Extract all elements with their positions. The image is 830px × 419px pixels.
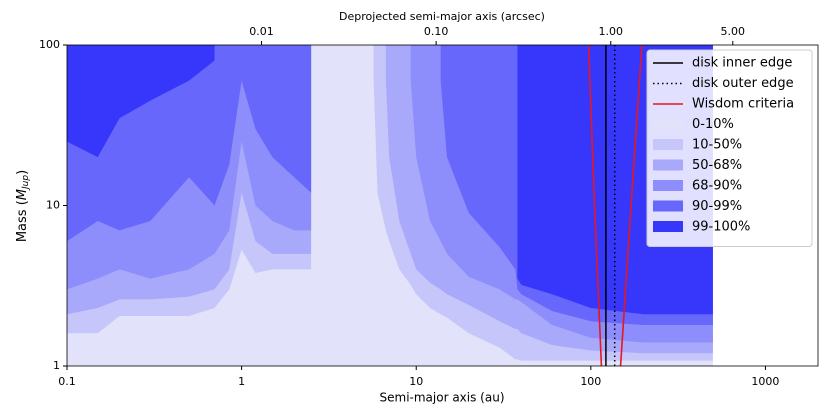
legend-swatch: [653, 118, 683, 130]
y-label-part: Mass (: [15, 200, 30, 242]
legend-label: Wisdom criteria: [692, 97, 794, 112]
legend-label: 10-50%: [692, 138, 742, 153]
x-axis-label: Semi-major axis (au): [380, 391, 505, 405]
x2-tick-label: 1.00: [598, 25, 623, 38]
x2-tick-label: 5.00: [721, 25, 746, 38]
contour-region: [67, 45, 215, 158]
x-tick-label: 10: [409, 375, 423, 388]
legend-label: 99-100%: [692, 220, 750, 235]
legend-label: disk outer edge: [692, 76, 794, 91]
wisdom-curve: [619, 45, 643, 366]
top-axis-label: Deprojected semi-major axis (arcsec): [339, 10, 545, 23]
legend-swatch: [653, 159, 683, 171]
axes: 0.1 1 10 100 1000 1 10 100 0.01 0.10 1.00 5.00: [39, 25, 819, 388]
y-tick-label: 100: [39, 38, 60, 51]
legend-swatch: [653, 180, 683, 191]
legend-swatch: [653, 221, 683, 232]
legend-label: disk inner edge: [692, 56, 792, 71]
legend-label: 68-90%: [692, 179, 742, 194]
legend-swatch: [653, 139, 683, 150]
wisdom-curve: [587, 45, 603, 366]
legend-label: 90-99%: [692, 199, 742, 214]
y-label-subscript: Jup: [21, 175, 31, 191]
x-tick-label: 100: [580, 375, 601, 388]
legend-label: 50-68%: [692, 158, 742, 173]
x-tick-label: 1: [238, 375, 245, 388]
y-axis-label: Mass (MJup): [15, 170, 31, 242]
y-tick-label: 1: [53, 359, 60, 372]
legend-box: [646, 49, 813, 247]
y-tick-label: 10: [46, 199, 60, 212]
x-tick-label: 1000: [751, 375, 779, 388]
legend: disk inner edge disk outer edge Wisdom cri…: [646, 49, 813, 247]
y-label-part: ): [15, 170, 30, 175]
legend-swatch: [653, 200, 683, 212]
y-label-symbol: M: [15, 189, 30, 200]
x2-tick-label: 0.10: [424, 25, 449, 38]
x-tick-label: 0.1: [58, 375, 76, 388]
plot-area: [67, 45, 713, 366]
x2-tick-label: 0.01: [249, 25, 274, 38]
legend-label: 0-10%: [692, 117, 734, 132]
